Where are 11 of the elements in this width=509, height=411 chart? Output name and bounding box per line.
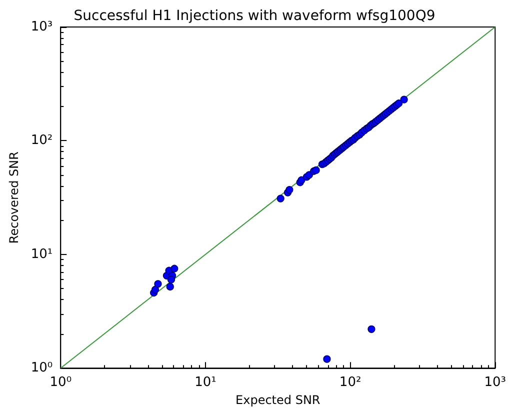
y-tick-label: 10⁰ <box>30 360 53 376</box>
y-tick-label: 10² <box>30 133 53 148</box>
x-axis-title: Expected SNR <box>236 393 320 407</box>
y-tick-label: 10¹ <box>30 246 53 262</box>
x-tick-label: 10³ <box>484 375 506 390</box>
y-tick-label: 10³ <box>30 20 53 34</box>
x-tick-label: 10¹ <box>194 375 216 390</box>
x-tick-label: 10² <box>339 375 362 390</box>
chart-title: Successful H1 Injections with waveform wfsg100Q9 <box>74 8 436 24</box>
x-tick-label: 10⁰ <box>50 375 72 390</box>
y-axis-title: Recovered SNR <box>7 152 21 244</box>
